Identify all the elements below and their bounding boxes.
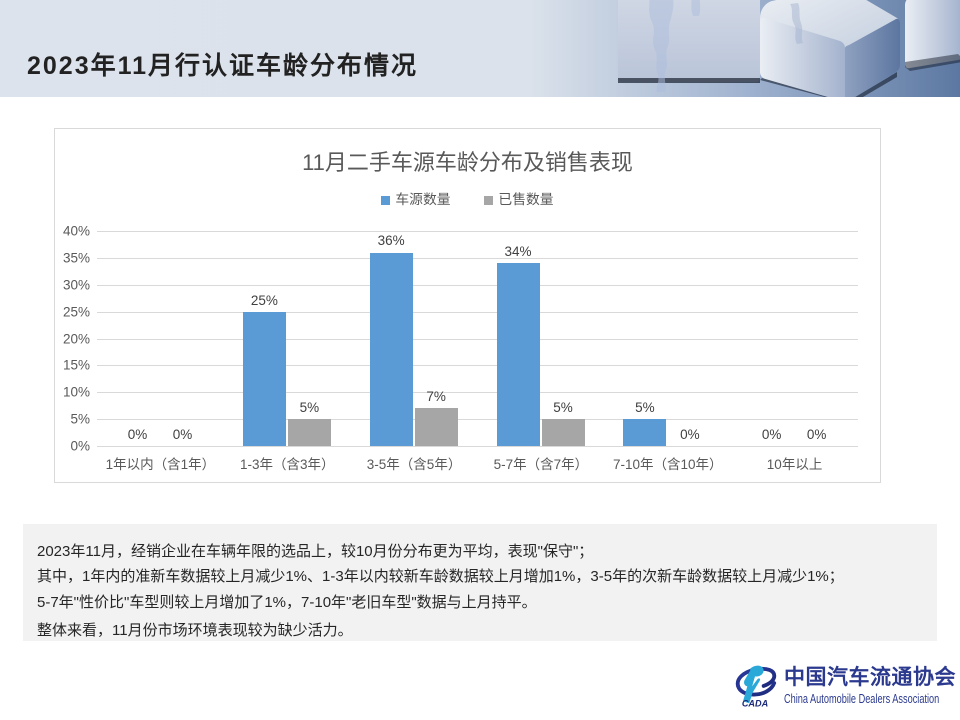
svg-text:CADA: CADA — [742, 699, 768, 708]
